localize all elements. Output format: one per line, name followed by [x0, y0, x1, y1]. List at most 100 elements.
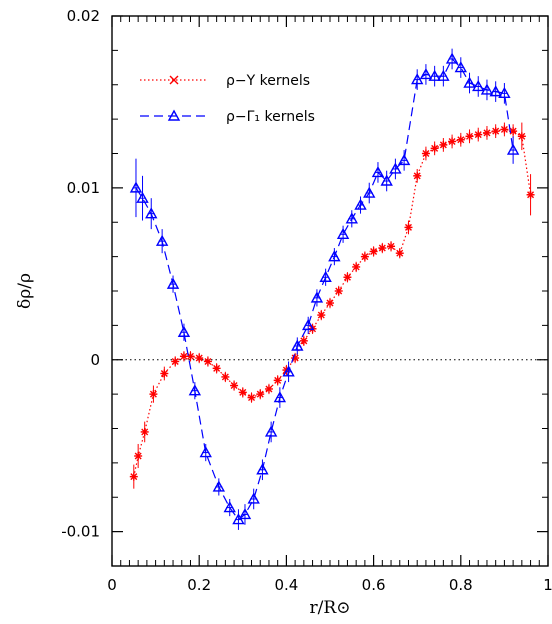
data-point: [506, 143, 520, 155]
x-tick-label: 1: [543, 576, 552, 594]
data-point: [129, 181, 143, 193]
data-point: [371, 165, 385, 178]
data-point: [369, 247, 378, 256]
y-tick-label: -0.01: [61, 523, 100, 541]
data-point: [166, 277, 180, 289]
data-point: [247, 393, 256, 402]
data-point: [480, 83, 494, 95]
data-point: [264, 425, 278, 437]
data-point: [472, 80, 485, 92]
data-point: [498, 86, 511, 99]
data-point: [310, 291, 324, 303]
y-tick-label: 0.01: [67, 179, 100, 197]
data-point: [413, 171, 422, 180]
data-point: [140, 427, 149, 436]
data-point: [212, 480, 226, 492]
data-point: [319, 270, 332, 282]
data-point: [273, 391, 287, 403]
x-tick-label: 0.4: [274, 576, 298, 594]
x-tick-label: 0.6: [362, 576, 386, 594]
legend: ρ−Y kernels ρ−Γ₁ kernels: [140, 73, 315, 125]
data-point: [334, 287, 343, 295]
x-tick-label: 0.8: [449, 576, 473, 594]
y-tick-label: 0.02: [67, 7, 100, 25]
data-point: [360, 252, 369, 261]
data-point: [397, 153, 411, 166]
data-point: [282, 365, 295, 377]
data-point: [419, 67, 433, 80]
data-point: [389, 162, 402, 174]
data-point: [345, 212, 358, 224]
data-point: [299, 336, 308, 345]
data-point: [465, 132, 474, 141]
series-layer: [129, 48, 535, 530]
axis-ticks: [111, 15, 549, 567]
data-point: [437, 69, 450, 81]
y-axis-title: δρ/ρ: [15, 273, 35, 309]
legend-marker-rho-y: [169, 75, 179, 85]
data-point: [411, 73, 424, 85]
data-point: [363, 186, 376, 198]
data-point: [352, 262, 361, 271]
data-point: [500, 125, 509, 134]
data-point: [328, 250, 341, 262]
data-point: [448, 137, 457, 146]
data-point: [491, 127, 500, 136]
data-point: [439, 140, 448, 149]
data-point: [134, 452, 143, 460]
data-point: [199, 446, 212, 458]
series-rho-y: [129, 122, 535, 489]
data-point: [155, 234, 169, 246]
data-point: [430, 144, 439, 153]
data-point: [354, 198, 367, 210]
data-point: [256, 463, 269, 475]
data-point: [171, 357, 180, 366]
data-point: [489, 85, 502, 97]
data-point: [203, 357, 212, 366]
series-rho-gamma1: [129, 48, 520, 530]
data-point: [247, 492, 260, 504]
data-point: [223, 501, 236, 513]
legend-entry-rho-gamma: ρ−Γ₁ kernels: [140, 109, 315, 125]
data-point: [454, 61, 467, 73]
y-tick-label: 0: [90, 351, 100, 369]
data-point: [149, 390, 158, 399]
data-point: [273, 376, 282, 385]
data-point: [456, 135, 465, 144]
data-point: [474, 130, 483, 139]
data-point: [395, 249, 404, 258]
data-point: [145, 207, 158, 219]
data-point: [445, 52, 459, 64]
legend-label-rho-gamma: ρ−Γ₁ kernels: [226, 109, 315, 125]
data-point: [160, 369, 169, 378]
legend-label-rho-y: ρ−Y kernels: [226, 73, 310, 89]
data-point: [404, 223, 413, 232]
data-point: [195, 354, 204, 363]
legend-marker-rho-gamma: [167, 109, 181, 121]
data-point: [326, 299, 334, 308]
data-point: [428, 69, 441, 81]
data-point: [387, 242, 396, 251]
data-point: [463, 76, 476, 88]
series-line: [135, 57, 514, 521]
data-point: [212, 364, 221, 373]
data-point: [136, 191, 149, 203]
data-point: [482, 128, 491, 137]
data-point: [221, 372, 230, 381]
data-point: [317, 311, 326, 320]
data-point: [421, 149, 430, 158]
data-point: [238, 388, 247, 397]
data-point: [230, 381, 239, 390]
data-point: [264, 384, 273, 393]
data-point: [378, 244, 387, 253]
data-point: [256, 390, 265, 399]
tick-labels: 0 0.2 0.4 0.6 0.8 1 -0.01 0 0.01 0.02: [61, 7, 552, 594]
data-point: [177, 325, 191, 337]
x-axis-title: r/R⊙: [310, 598, 351, 618]
data-point: [380, 174, 393, 186]
plot-frame: [111, 15, 549, 567]
data-point: [526, 190, 535, 199]
data-point: [291, 339, 304, 351]
legend-entry-rho-y: ρ−Y kernels: [140, 73, 310, 89]
